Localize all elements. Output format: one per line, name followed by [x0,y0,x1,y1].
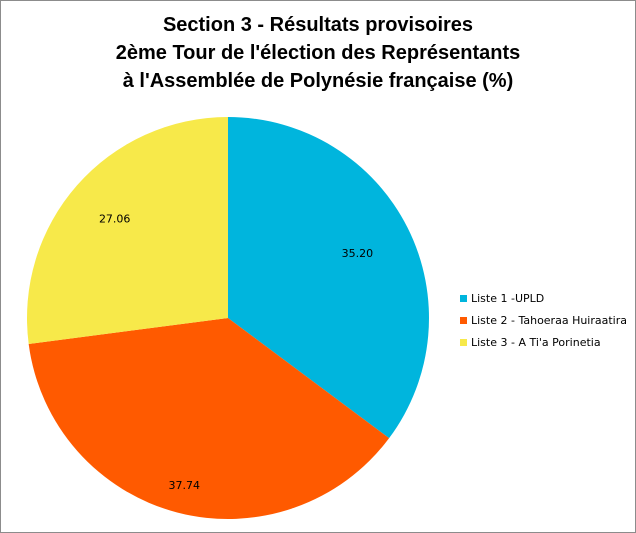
legend-swatch-1 [460,294,467,302]
pie-slice-2 [28,318,390,519]
chart-title-line-1: Section 3 - Résultats provisoires [162,14,474,36]
pie-slice-3 [26,117,228,344]
legend-swatch-3 [460,338,467,346]
legend-swatch-2 [460,316,467,324]
legend: Liste 1 -UPLD Liste 2 - Tahoeraa Huiraati… [460,287,627,353]
legend-item-2: Liste 2 - Tahoeraa Huiraatira [460,309,627,331]
legend-item-1: Liste 1 -UPLD [460,287,627,309]
data-label-3: 27.06 [99,213,131,226]
data-label-1: 35.20 [342,247,374,260]
legend-label-2: Liste 2 - Tahoeraa Huiraatira [471,313,627,327]
chart-title: Section 3 - Résultats provisoires 2ème T… [1,11,635,95]
chart-title-line-2: 2ème Tour de l'élection des Représentant… [115,42,521,64]
legend-label-1: Liste 1 -UPLD [471,291,545,305]
chart-title-line-3: à l'Assemblée de Polynésie française (%) [122,70,514,92]
legend-label-3: Liste 3 - A Ti'a Porinetia [471,335,601,349]
data-label-2: 37.74 [169,479,201,492]
pie-slice-1 [228,117,429,439]
legend-item-3: Liste 3 - A Ti'a Porinetia [460,331,627,353]
